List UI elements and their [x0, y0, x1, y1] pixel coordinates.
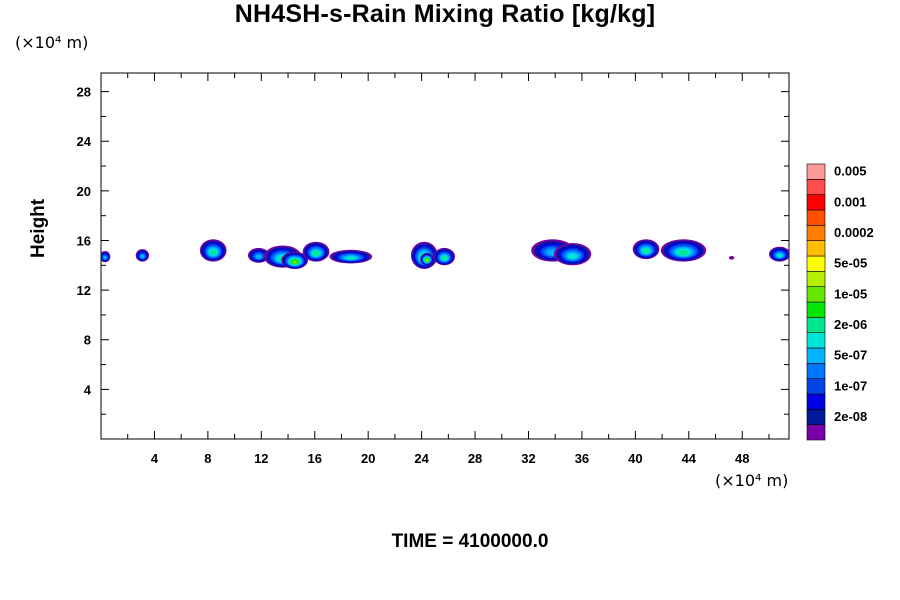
x-tick-label-8: 36 — [575, 451, 589, 466]
y-tick-label-3: 16 — [77, 233, 91, 248]
colorbar-swatch-17 — [806, 163, 826, 180]
x-tick-label-6: 28 — [468, 451, 482, 466]
x-tick-label-10: 44 — [682, 451, 697, 466]
colorbar-swatch-12 — [806, 240, 826, 257]
data-cell-2-ring-7 — [210, 250, 217, 256]
colorbar-swatch-1 — [806, 409, 826, 425]
x-tick-label-1: 8 — [204, 451, 211, 466]
y-tick-label-0: 4 — [84, 382, 92, 397]
colorbar-swatch-7 — [806, 317, 826, 333]
data-cell-0-ring-5 — [103, 256, 107, 260]
y-tick-label-1: 8 — [84, 333, 91, 348]
colorbar-label-6: 0.0002 — [834, 225, 874, 240]
y-tick-label-6: 28 — [77, 85, 91, 100]
colorbar-swatch-6 — [806, 332, 826, 349]
y-axis: 4 8 12 16 20 24 28 — [77, 85, 789, 415]
colorbar-label-8: 0.005 — [834, 164, 867, 179]
x-tick-label-4: 20 — [361, 451, 375, 466]
colorbar-swatch-5 — [806, 347, 826, 364]
data-cell-14-ring-7 — [678, 250, 689, 256]
colorbar-swatch-13 — [806, 225, 826, 241]
colorbar-swatch-2 — [806, 393, 826, 410]
colorbar-swatch-0 — [806, 424, 826, 441]
colorbar-label-7: 0.001 — [834, 194, 867, 209]
x-axis-unit: (×10⁴ m) — [715, 471, 789, 490]
data-cell-5-ring-9 — [292, 260, 298, 264]
colorbar-swatch-8 — [806, 301, 826, 318]
time-label: TIME = 4100000.0 — [391, 531, 549, 552]
data-cells — [101, 239, 789, 270]
chart-title: NH4SH-s-Rain Mixing Ratio [kg/kg] — [234, 0, 656, 28]
colorbar-swatch-11 — [806, 255, 826, 272]
colorbar-label-1: 1e-07 — [834, 378, 867, 393]
colorbar-swatch-15 — [806, 194, 826, 211]
colorbar-swatch-10 — [806, 271, 826, 287]
data-cell-16-ring-6 — [776, 253, 783, 258]
colorbar: 2e-08 1e-07 5e-07 2e-06 1e-05 5e-05 0.0002 0.00… — [806, 163, 874, 441]
x-tick-label-2: 12 — [254, 451, 268, 466]
x-axis: 4 8 12 16 20 24 28 32 36 40 44 48 — [127, 73, 770, 466]
y-tick-label-2: 12 — [77, 283, 91, 298]
data-cell-10-ring-7 — [441, 256, 447, 261]
x-tick-label-7: 32 — [521, 451, 535, 466]
colorbar-swatch-14 — [806, 209, 826, 226]
colorbar-label-4: 1e-05 — [834, 286, 867, 301]
data-cell-15-ring-0 — [728, 256, 735, 260]
colorbar-label-0: 2e-08 — [834, 409, 867, 424]
data-cell-1-ring-5 — [140, 254, 145, 259]
y-tick-label-4: 20 — [77, 184, 91, 199]
colorbar-swatch-3 — [806, 378, 826, 395]
y-tick-label-5: 24 — [77, 134, 92, 149]
colorbar-swatch-9 — [806, 286, 826, 303]
data-cell-6-ring-7 — [313, 251, 320, 256]
y-axis-unit: (×10⁴ m) — [15, 33, 89, 52]
x-tick-label-5: 24 — [414, 451, 429, 466]
data-cell-7-ring-6 — [345, 256, 357, 260]
data-cell-12-ring-6 — [567, 253, 578, 260]
colorbar-label-2: 5e-07 — [834, 348, 867, 363]
colorbar-swatch-16 — [806, 179, 826, 195]
x-tick-label-3: 16 — [308, 451, 322, 466]
colorbar-label-3: 2e-06 — [834, 317, 867, 332]
x-tick-label-0: 4 — [151, 451, 159, 466]
data-cell-9-ring-10 — [425, 259, 429, 262]
x-tick-label-11: 48 — [735, 451, 749, 466]
data-cell-3-ring-5 — [255, 254, 262, 259]
colorbar-label-5: 5e-05 — [834, 256, 867, 271]
x-tick-label-9: 40 — [628, 451, 642, 466]
colorbar-swatch-4 — [806, 363, 826, 379]
data-cell-13-ring-7 — [643, 248, 650, 254]
plot-area — [100, 72, 790, 440]
